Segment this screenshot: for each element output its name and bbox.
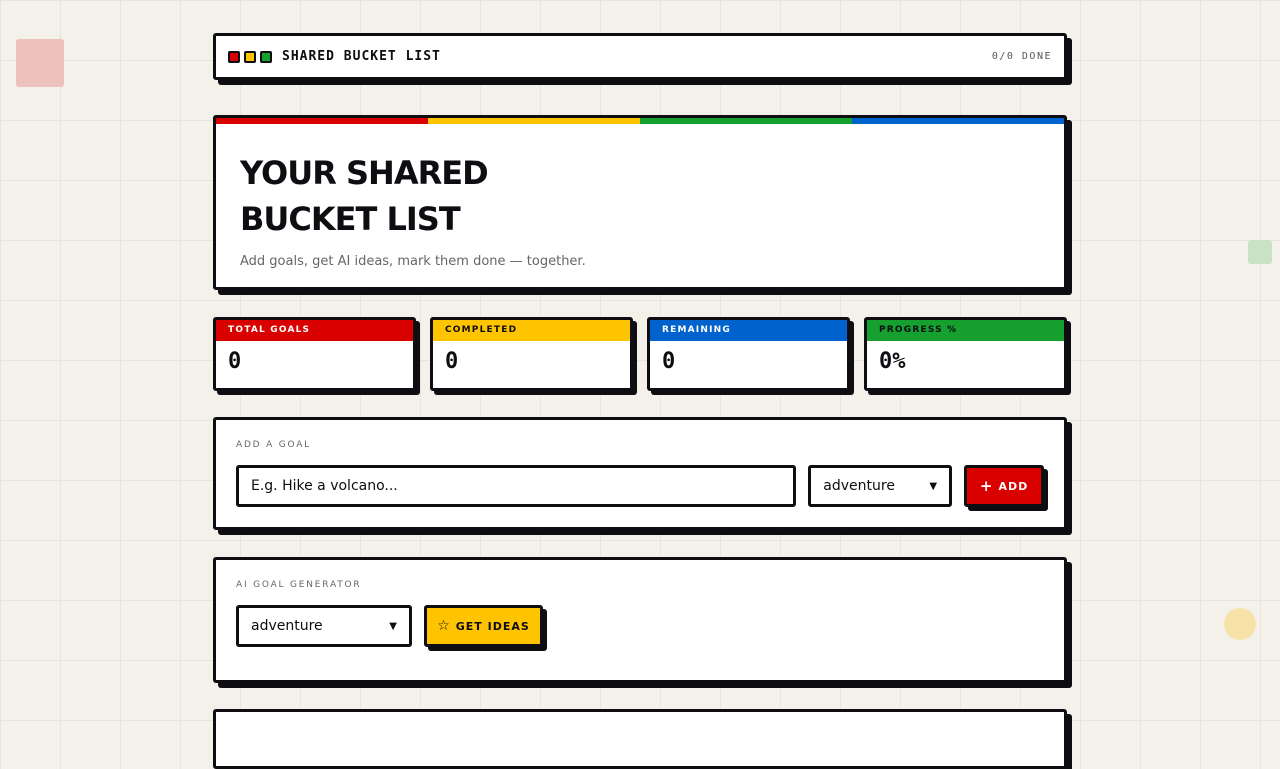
chevron-down-icon: ▼ [389,620,397,632]
ai-category-value: adventure [251,618,323,634]
goal-input-placeholder: E.g. Hike a volcano... [251,478,398,494]
ai-generator-panel: AI GOAL GENERATOR adventure ▼ ☆ GET IDEAS [213,557,1067,683]
app-title: SHARED BUCKET LIST [282,49,441,64]
add-button[interactable]: + ADD [964,465,1044,507]
plus-icon: + [979,477,994,495]
stat-label: PROGRESS % [867,320,1064,341]
stat-remaining: REMAINING 0 [647,317,850,391]
stat-progress: PROGRESS % 0% [864,317,1067,391]
get-ideas-button[interactable]: ☆ GET IDEAS [424,605,543,647]
hero-panel: YOUR SHARED BUCKET LIST Add goals, get A… [213,115,1067,290]
done-counter: 0/0 DONE [991,51,1052,62]
app-header: SHARED BUCKET LIST 0/0 DONE [213,33,1067,80]
yellow-dot-icon [244,50,256,63]
add-goal-panel: ADD A GOAL E.g. Hike a volcano... advent… [213,417,1067,530]
section-label: AI GOAL GENERATOR [236,580,362,590]
red-dot-icon [228,50,240,63]
goal-input[interactable]: E.g. Hike a volcano... [236,465,797,507]
category-value: adventure [823,478,895,494]
page-subtitle: Add goals, get AI ideas, mark them done … [240,254,586,269]
chevron-down-icon: ▼ [929,480,938,492]
stat-value: 0% [879,349,906,374]
stat-label: TOTAL GOALS [216,320,413,341]
decor-square [16,39,64,87]
add-button-label: ADD [998,479,1029,493]
decor-square [1248,240,1272,264]
stat-completed: COMPLETED 0 [430,317,633,391]
star-icon: ☆ [437,618,451,634]
color-bar [216,118,1064,124]
decor-circle [1224,608,1256,640]
stat-label: REMAINING [650,320,847,341]
goals-panel [213,709,1067,769]
category-select[interactable]: adventure ▼ [808,465,953,507]
stat-value: 0 [228,349,242,374]
stat-value: 0 [445,349,459,374]
get-ideas-label: GET IDEAS [455,619,530,633]
stat-label: COMPLETED [433,320,630,341]
stat-value: 0 [662,349,676,374]
page-title: YOUR SHARED BUCKET LIST [240,154,489,238]
ai-category-select[interactable]: adventure ▼ [236,605,412,647]
stat-total-goals: TOTAL GOALS 0 [213,317,416,391]
green-dot-icon [260,50,272,63]
section-label: ADD A GOAL [236,440,311,450]
